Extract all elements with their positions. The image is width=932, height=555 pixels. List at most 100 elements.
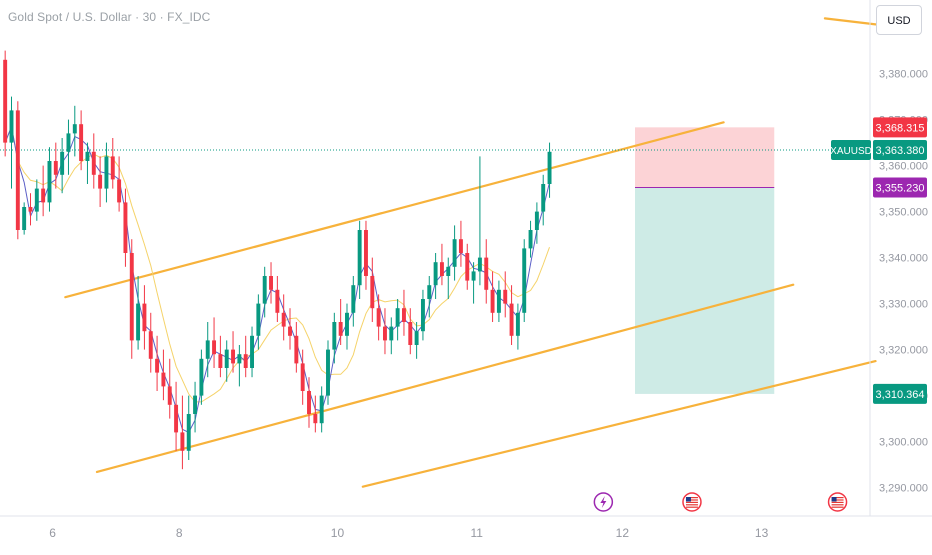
candle-body: [307, 391, 311, 414]
candle-body: [9, 110, 14, 143]
time-axis[interactable]: 6 8 10 11 12 13: [0, 515, 932, 540]
trendline[interactable]: [823, 17, 877, 26]
candle-body: [186, 414, 191, 451]
candle-body: [129, 253, 134, 341]
candle-body: [250, 335, 254, 368]
candle-body: [383, 326, 387, 341]
symbol-badge-text: XAUUSD: [830, 146, 872, 157]
candle-body: [205, 340, 210, 359]
candle-body: [110, 156, 115, 180]
candle-body: [515, 312, 520, 336]
candle-body: [123, 202, 128, 253]
candle-body: [547, 151, 552, 184]
price-label-text: 3,355.230: [876, 183, 925, 195]
time-tick-label: 6: [49, 526, 56, 540]
candle-body: [34, 188, 39, 212]
price-tick-label: 3,340.000: [879, 253, 928, 265]
us-flag-icon[interactable]: [827, 492, 848, 512]
candle-body: [534, 211, 539, 230]
candle-body: [224, 349, 229, 368]
trendline[interactable]: [95, 283, 795, 474]
price-tick-label: 3,360.000: [879, 161, 928, 173]
take-profit-zone[interactable]: [635, 187, 775, 394]
candle-body: [288, 326, 292, 336]
candle-body: [72, 124, 77, 134]
candle-body: [446, 266, 451, 276]
time-tick-label: 13: [755, 526, 769, 540]
candle-body: [199, 358, 204, 396]
price-tick-label: 3,380.000: [879, 69, 928, 81]
price-axis[interactable]: 3,380.0003,370.0003,360.0003,350.0003,34…: [869, 0, 928, 516]
candle-body: [452, 239, 457, 267]
candle-body: [326, 349, 330, 396]
candle-body: [345, 312, 349, 336]
trendline[interactable]: [64, 121, 725, 299]
candle-body: [104, 156, 109, 189]
candle-body: [15, 110, 20, 230]
time-tick-label: 11: [471, 526, 484, 540]
price-label-current: 3,363.380 XAUUSD: [830, 140, 927, 161]
candle-body: [262, 276, 267, 304]
candle-body: [313, 414, 318, 424]
position-tool[interactable]: [635, 127, 775, 394]
trendlines[interactable]: [64, 17, 877, 488]
candle-body: [237, 354, 242, 364]
candle-body: [522, 248, 527, 313]
candle-body: [66, 133, 71, 152]
candle-body: [528, 230, 533, 249]
price-label-target: 3,310.364: [873, 383, 927, 404]
stop-loss-zone[interactable]: [635, 127, 775, 188]
candle-body: [79, 124, 84, 161]
candle-body: [231, 349, 236, 364]
price-label-text: 3,368.315: [876, 122, 925, 134]
symbol-title: Gold Spot / U.S. Dollar · 30 · FX_IDC: [8, 10, 211, 24]
candle-body: [300, 363, 305, 391]
price-labels: 3,368.315 3,363.380 XAUUSD 3,355.230 3,310.3…: [830, 117, 927, 404]
candle-body: [60, 151, 65, 175]
candle-body: [22, 207, 27, 230]
candle-body: [401, 308, 406, 322]
price-tick-label: 3,350.000: [879, 207, 928, 219]
candle-body: [465, 253, 470, 281]
event-icons[interactable]: [593, 492, 848, 512]
candle-body: [395, 308, 400, 327]
candle-body: [167, 386, 172, 405]
candle-body: [53, 161, 58, 175]
trendline[interactable]: [361, 360, 877, 488]
candle-body: [218, 354, 223, 368]
candle-body: [420, 299, 425, 332]
candle-body: [490, 289, 495, 313]
candle-body: [243, 354, 248, 368]
price-label-text: 3,363.380: [876, 145, 925, 157]
candle-body: [256, 303, 261, 336]
candle-body: [496, 289, 501, 313]
candle-body: [85, 151, 90, 161]
currency-button[interactable]: USD: [876, 5, 922, 35]
lightning-icon[interactable]: [593, 492, 614, 512]
us-flag-icon[interactable]: [682, 492, 702, 512]
candle-body: [439, 262, 444, 276]
candle-body: [389, 326, 394, 341]
candle-body: [91, 151, 96, 175]
candles: [3, 50, 552, 470]
candle-body: [509, 303, 514, 336]
candle-body: [294, 335, 299, 364]
candle-body: [117, 179, 122, 203]
candle-body: [3, 59, 8, 143]
price-tick-label: 3,330.000: [879, 299, 928, 311]
candle-body: [427, 285, 432, 299]
candle-body: [148, 331, 153, 359]
candle-body: [357, 230, 362, 286]
candle-body: [98, 174, 103, 189]
candle-body: [408, 322, 413, 345]
price-label-entry: 3,355.230: [873, 177, 927, 198]
candle-body: [477, 257, 482, 272]
price-label-stop: 3,368.315: [873, 117, 927, 138]
candle-body: [142, 303, 147, 332]
candle-body: [161, 372, 166, 387]
price-tick-label: 3,320.000: [879, 345, 928, 357]
candle-body: [370, 276, 375, 309]
candle-body: [503, 289, 508, 304]
